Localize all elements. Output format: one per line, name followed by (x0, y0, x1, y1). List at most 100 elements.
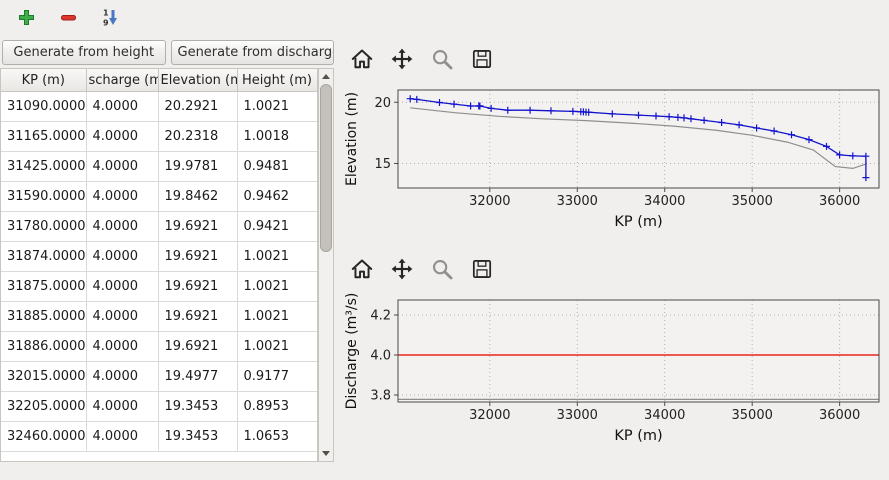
remove-row-button[interactable] (54, 3, 82, 31)
table-cell[interactable]: 0.9177 (237, 361, 317, 392)
home-button[interactable] (348, 255, 376, 283)
table-cell[interactable]: 4.0000 (86, 361, 159, 392)
yaxis-label: Discharge (m³/s) (344, 293, 360, 410)
add-row-button[interactable] (12, 3, 40, 31)
table-cell[interactable]: 0.9421 (237, 211, 317, 242)
table-cell[interactable]: 19.6921 (158, 301, 238, 332)
generate-from-discharge-button[interactable]: Generate from discharge (170, 40, 334, 65)
table-cell[interactable]: 20.2318 (158, 121, 238, 152)
pan-button[interactable] (388, 255, 416, 283)
table-cell[interactable]: 31090.0000 (1, 91, 87, 122)
save-button[interactable] (468, 255, 496, 283)
plus-marker (687, 115, 695, 123)
scroll-up-button[interactable] (319, 69, 333, 84)
table-cell[interactable]: 4.0000 (86, 121, 159, 152)
table-cell[interactable]: 31425.0000 (1, 151, 87, 182)
table-cell[interactable]: 31590.0000 (1, 181, 87, 212)
table-scrollbar[interactable] (318, 68, 334, 462)
table-cell[interactable]: 1.0021 (237, 331, 317, 362)
column-header[interactable]: scharge (m³ (86, 69, 159, 92)
xtick-label: 35000 (732, 408, 773, 423)
home-button[interactable] (348, 45, 376, 73)
table-row[interactable]: 31885.0000 4.0000 19.6921 1.0021 (1, 301, 317, 332)
table-cell[interactable]: 1.0021 (237, 91, 317, 122)
table-row[interactable]: 31886.0000 4.0000 19.6921 1.0021 (1, 331, 317, 362)
discharge-chart[interactable]: 32000 33000 34000 35000 36000 3.8 4.0 4.2 KP (m)… (342, 290, 887, 448)
table-row[interactable]: 31090.0000 4.0000 20.2921 1.0021 (1, 91, 317, 122)
column-header[interactable]: Elevation (m) (158, 69, 238, 92)
table-cell[interactable]: 31874.0000 (1, 241, 87, 272)
generate-from-height-button[interactable]: Generate from height (2, 40, 166, 65)
table-cell[interactable]: 20.2921 (158, 91, 238, 122)
pan-button[interactable] (388, 45, 416, 73)
scrollbar-thumb[interactable] (320, 84, 332, 252)
plus-marker (735, 121, 743, 129)
table-cell[interactable]: 1.0021 (237, 301, 317, 332)
table-cell[interactable]: 19.8462 (158, 181, 238, 212)
table-cell[interactable]: 4.0000 (86, 181, 159, 212)
table-cell[interactable]: 1.0653 (237, 421, 317, 452)
table-cell[interactable]: 32015.0000 (1, 361, 87, 392)
table-cell[interactable]: 19.6921 (158, 241, 238, 272)
sort-button[interactable]: 1 9 (96, 3, 124, 31)
table-cell[interactable]: 4.0000 (86, 331, 159, 362)
table-cell[interactable]: 1.0018 (237, 121, 317, 152)
plus-marker (569, 107, 577, 115)
table-row[interactable]: 31780.0000 4.0000 19.6921 0.9421 (1, 211, 317, 242)
table-row[interactable]: 32205.0000 4.0000 19.3453 0.8953 (1, 391, 317, 422)
table-cell[interactable]: 19.4977 (158, 361, 238, 392)
scrollbar-track[interactable] (319, 84, 333, 446)
zoom-button[interactable] (428, 255, 456, 283)
pan-icon (391, 48, 413, 70)
zoom-button[interactable] (428, 45, 456, 73)
axes-box (397, 299, 880, 403)
table-cell[interactable]: 4.0000 (86, 271, 159, 302)
home-icon (351, 259, 373, 279)
table-row[interactable]: 31874.0000 4.0000 19.6921 1.0021 (1, 241, 317, 272)
table-row[interactable]: 32015.0000 4.0000 19.4977 0.9177 (1, 361, 317, 392)
table-cell[interactable]: 31875.0000 (1, 271, 87, 302)
column-header[interactable]: KP (m) (1, 69, 87, 92)
table-cell[interactable]: 4.0000 (86, 91, 159, 122)
table-cell[interactable]: 19.6921 (158, 211, 238, 242)
table-cell[interactable]: 1.0021 (237, 241, 317, 272)
table-cell[interactable]: 0.8953 (237, 391, 317, 422)
table-row[interactable]: 31590.0000 4.0000 19.8462 0.9462 (1, 181, 317, 212)
table-cell[interactable]: 19.6921 (158, 271, 238, 302)
plus-marker (467, 102, 475, 110)
table-cell[interactable]: 32460.0000 (1, 421, 87, 452)
table-cell[interactable]: 4.0000 (86, 301, 159, 332)
table-row[interactable]: 32460.0000 4.0000 19.3453 1.0653 (1, 421, 317, 452)
table-row[interactable]: 31875.0000 4.0000 19.6921 1.0021 (1, 271, 317, 302)
table-cell[interactable]: 19.9781 (158, 151, 238, 182)
triangle-down-icon (322, 451, 330, 456)
table-cell[interactable]: 31886.0000 (1, 331, 87, 362)
table-cell[interactable]: 1.0021 (237, 271, 317, 302)
table-cell[interactable]: 19.3453 (158, 391, 238, 422)
table-cell[interactable]: 4.0000 (86, 421, 159, 452)
column-header[interactable]: Height (m) (237, 69, 317, 92)
table-cell[interactable]: 19.6921 (158, 331, 238, 362)
axes-box (397, 89, 880, 189)
table-cell[interactable]: 0.9481 (237, 151, 317, 182)
table-row[interactable]: 31165.0000 4.0000 20.2318 1.0018 (1, 121, 317, 152)
table-cell[interactable]: 31165.0000 (1, 121, 87, 152)
table-cell[interactable]: 4.0000 (86, 241, 159, 272)
table-cell[interactable]: 19.3453 (158, 421, 238, 452)
table-cell[interactable]: 0.9462 (237, 181, 317, 212)
elevation-chart[interactable]: 32000 33000 34000 35000 36000 15 20 KP (m) Eleva… (342, 80, 887, 238)
plus-marker (476, 102, 484, 110)
table-cell[interactable]: 4.0000 (86, 151, 159, 182)
table-cell[interactable]: 4.0000 (86, 391, 159, 422)
svg-text:9: 9 (103, 19, 109, 28)
table-cell[interactable]: 31780.0000 (1, 211, 87, 242)
table-row[interactable]: 31425.0000 4.0000 19.9781 0.9481 (1, 151, 317, 182)
table-cell[interactable]: 32205.0000 (1, 391, 87, 422)
save-button[interactable] (468, 45, 496, 73)
sort-ascending-icon: 1 9 (103, 9, 117, 28)
table-cell[interactable]: 4.0000 (86, 211, 159, 242)
plus-marker (700, 116, 708, 124)
scroll-down-button[interactable] (319, 446, 333, 461)
table-cell[interactable]: 31885.0000 (1, 301, 87, 332)
plus-marker (718, 119, 726, 126)
